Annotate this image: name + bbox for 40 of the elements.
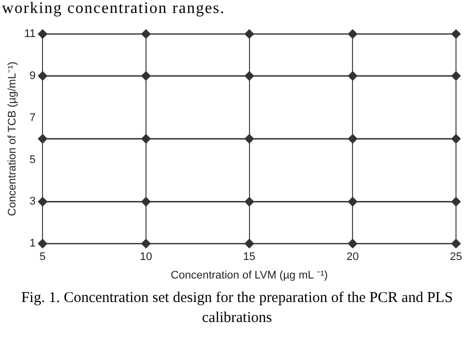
y-tick-label: 7 — [29, 112, 36, 124]
point — [244, 29, 254, 39]
point — [38, 238, 48, 248]
point — [38, 197, 48, 206]
point — [141, 238, 151, 248]
point — [244, 134, 254, 144]
point — [244, 71, 254, 81]
x-tick-label: 10 — [140, 251, 152, 264]
x-tick-label: 5 — [40, 251, 46, 264]
point — [38, 134, 48, 144]
point — [348, 134, 358, 144]
y-tick-label: 9 — [29, 70, 36, 82]
point — [451, 197, 461, 206]
point — [141, 71, 151, 81]
point — [244, 197, 254, 206]
x-tick-label: 15 — [243, 251, 256, 264]
point — [141, 197, 151, 206]
x-tick-label: 20 — [346, 251, 359, 264]
x-tick-label: 25 — [450, 251, 462, 264]
point — [141, 29, 151, 39]
point — [348, 197, 358, 206]
y-tick-label: 3 — [29, 196, 36, 208]
point — [451, 71, 461, 81]
point — [244, 238, 254, 248]
point — [38, 29, 48, 39]
point — [451, 238, 461, 248]
y-tick-label: 1 — [29, 238, 36, 250]
point — [38, 71, 48, 81]
point — [451, 134, 461, 144]
y-tick-label: 5 — [29, 154, 36, 166]
y-tick-label: 11 — [24, 28, 36, 40]
y-axis-title: Concentration of TCB (µg/mL⁻¹) — [6, 62, 19, 216]
point — [348, 29, 358, 39]
point — [348, 238, 358, 248]
text: working concentration ranges. — [1, 0, 226, 19]
point — [141, 134, 151, 144]
caption: Fig. 1. Concentration set design for the preparation of the PCR and PLS calibrations — [20, 289, 454, 328]
point — [451, 29, 461, 39]
x-axis-title: Concentration of LVM (µg mL ⁻¹) — [170, 269, 328, 282]
point — [348, 71, 358, 81]
